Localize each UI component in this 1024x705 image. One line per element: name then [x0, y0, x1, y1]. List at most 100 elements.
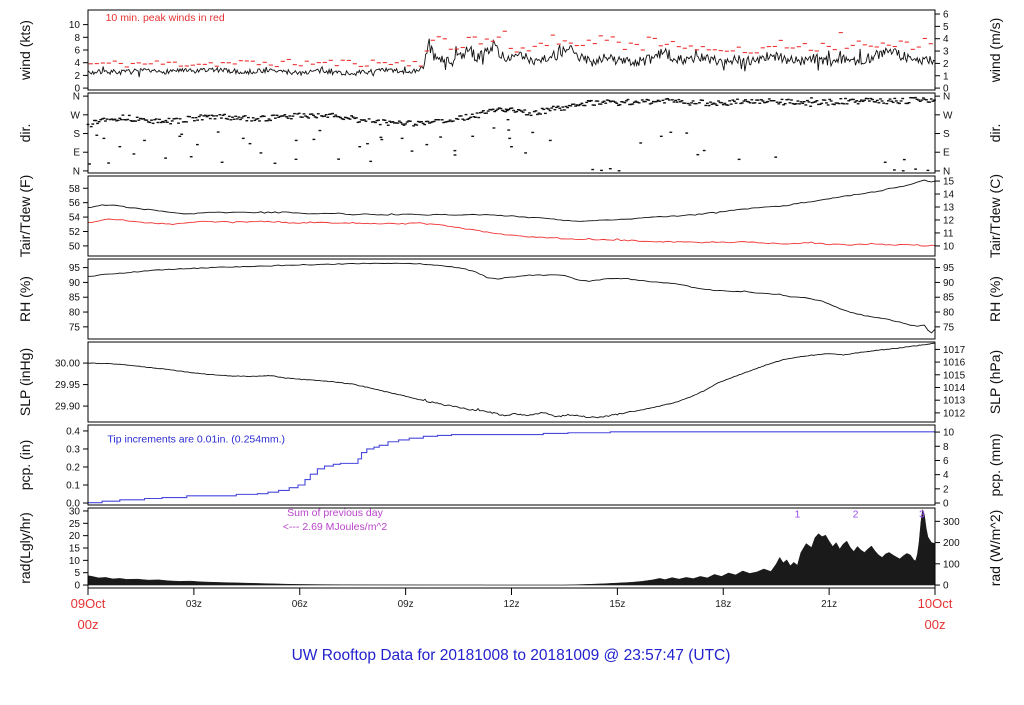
direction-dot [293, 112, 296, 115]
direction-dot [928, 101, 932, 103]
direction-dot [909, 96, 912, 99]
left-tick-label: 56 [69, 198, 81, 209]
direction-dot [116, 119, 120, 122]
direction-dot [110, 118, 114, 120]
direction-dot [699, 99, 703, 101]
direction-dot [270, 114, 274, 117]
peak-wind-dash [868, 45, 873, 47]
direction-dot [453, 154, 457, 156]
peak-wind-dash [622, 48, 627, 50]
direction-dot [394, 122, 398, 124]
direction-dot [425, 143, 429, 146]
direction-dot [864, 97, 868, 100]
direction-dot [273, 162, 277, 165]
direction-dot [291, 115, 295, 117]
direction-dot [95, 134, 99, 136]
direction-dot [404, 123, 407, 125]
direction-dot [788, 102, 792, 104]
right-tick-label: 75 [943, 322, 955, 333]
x-tick-label: 18z [715, 599, 731, 610]
direction-dot [634, 100, 638, 102]
direction-dot [337, 158, 340, 160]
peak-wind-dash [322, 61, 327, 63]
direction-dot [104, 120, 107, 122]
direction-dot [413, 123, 417, 125]
left-tick-label: 0 [74, 581, 80, 592]
direction-dot [302, 113, 306, 115]
direction-dot [740, 102, 744, 104]
left-tick-label: 58 [69, 184, 81, 195]
direction-dot [167, 117, 171, 120]
right-tick-label: 5 [943, 22, 949, 33]
direction-dot [415, 124, 419, 126]
peak-wind-dash [502, 30, 507, 32]
direction-dot [185, 121, 188, 123]
direction-dot [804, 104, 808, 106]
direction-dot [123, 118, 126, 121]
direction-dot [100, 118, 104, 120]
left-tick-label: N [73, 92, 80, 103]
direction-dot [358, 145, 362, 148]
peak-wind-dash [508, 47, 513, 49]
right-tick-label: 0 [943, 84, 949, 95]
direction-dot [274, 117, 277, 119]
direction-dot [793, 103, 797, 105]
direction-dot [321, 115, 325, 118]
peak-wind-dash [130, 62, 135, 65]
direction-dot [520, 110, 523, 112]
peak-wind-dash [736, 46, 741, 48]
peak-wind-dash [808, 49, 813, 51]
direction-dot [88, 163, 91, 165]
direction-dot [351, 116, 355, 118]
direction-dot [510, 145, 513, 148]
direction-dot [99, 119, 103, 121]
left-tick-label: 10 [69, 20, 81, 31]
direction-dot [140, 118, 144, 120]
direction-dot [647, 99, 650, 101]
direction-dot [893, 97, 897, 100]
direction-dot [623, 101, 627, 104]
left-tick-label: 15 [69, 544, 81, 555]
direction-dot [362, 119, 366, 121]
direction-dot [502, 110, 506, 113]
panel-wind: 10 min. peak winds in red02468100123456w… [17, 9, 1003, 95]
direction-dot [402, 124, 406, 126]
direction-dot [896, 102, 900, 104]
direction-dot [275, 114, 279, 117]
peak-wind-dash [682, 47, 687, 49]
direction-dot [625, 100, 628, 102]
direction-dot [310, 113, 314, 115]
direction-dot [532, 110, 536, 113]
direction-dot [888, 98, 892, 100]
peak-wind-dash [514, 51, 519, 53]
peak-wind-dash [226, 62, 231, 64]
direction-dot [671, 99, 674, 101]
direction-dot [399, 121, 403, 124]
direction-dot [196, 143, 199, 146]
peak-wind-dash [250, 60, 255, 62]
direction-dot [706, 102, 709, 104]
direction-dot [389, 121, 393, 123]
direction-dot [632, 101, 636, 104]
direction-dot [294, 158, 298, 161]
direction-dot [659, 135, 663, 138]
direction-dot [243, 115, 247, 117]
right-tick-label: 1 [943, 71, 949, 82]
direction-dot [350, 115, 353, 117]
direction-dot [483, 112, 487, 114]
direction-dot [131, 120, 134, 123]
direction-dot [342, 118, 346, 121]
direction-dot [450, 120, 454, 123]
direction-dot [418, 121, 422, 123]
direction-dot [666, 97, 670, 100]
peak-wind-dash [898, 40, 903, 42]
direction-dot [661, 99, 665, 102]
direction-dot [501, 109, 504, 112]
direction-dot [915, 98, 919, 100]
direction-dot [540, 107, 544, 110]
peak-wind-dash [910, 48, 915, 50]
direction-dot [453, 149, 457, 152]
direction-dot [731, 99, 735, 101]
peak-wind-dash [358, 65, 363, 68]
peak-wind-dash [100, 62, 105, 64]
